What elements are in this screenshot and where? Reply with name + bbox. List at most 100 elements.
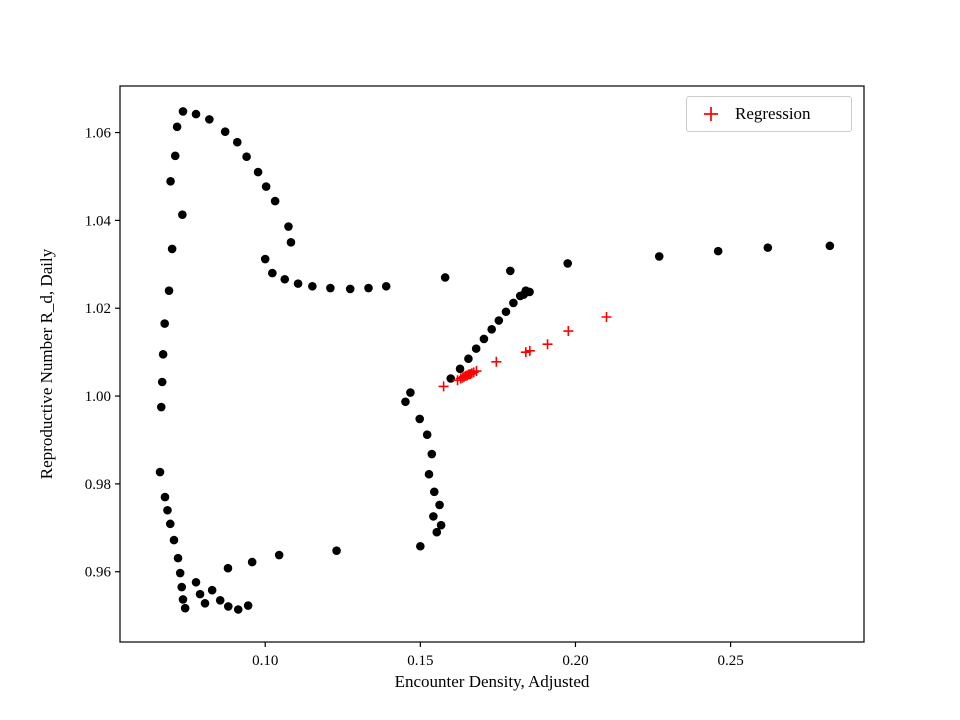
- y-tick-label: 1.04: [85, 213, 112, 229]
- data-point: [284, 222, 293, 231]
- data-point: [268, 268, 277, 278]
- data-point: [191, 577, 201, 587]
- data-point: [178, 107, 188, 116]
- data-point: [563, 259, 573, 268]
- data-point: [163, 505, 172, 515]
- legend-entry-regression: Regression: [735, 104, 811, 123]
- data-point: [416, 541, 425, 551]
- data-point: [242, 152, 251, 162]
- data-point: [172, 122, 182, 132]
- data-point: [167, 244, 177, 254]
- data-point: [158, 350, 168, 359]
- data-point: [286, 238, 296, 247]
- data-point: [464, 354, 473, 364]
- data-point: [223, 563, 233, 573]
- regression-point: [542, 339, 553, 350]
- y-tick-label: 0.96: [85, 565, 112, 581]
- data-point: [435, 500, 444, 510]
- data-point: [501, 307, 511, 317]
- data-point: [205, 115, 214, 124]
- data-point: [345, 284, 355, 294]
- data-point: [200, 599, 210, 608]
- data-point: [381, 281, 391, 291]
- data-point: [247, 557, 257, 567]
- data-point: [215, 595, 225, 605]
- data-point: [177, 582, 187, 592]
- data-point: [422, 430, 432, 440]
- y-tick-label: 1.02: [85, 301, 111, 317]
- data-point: [654, 252, 664, 261]
- data-point: [364, 283, 373, 293]
- regression-point: [491, 356, 502, 367]
- data-point: [487, 325, 496, 334]
- data-point: [220, 127, 230, 136]
- data-point: [713, 246, 723, 256]
- data-point: [479, 334, 489, 344]
- data-point: [233, 605, 243, 614]
- data-point: [260, 254, 270, 264]
- data-point: [429, 487, 439, 497]
- data-point: [440, 273, 450, 282]
- data-point: [293, 279, 303, 288]
- data-point: [494, 316, 504, 325]
- regression-point: [471, 366, 482, 377]
- data-point: [471, 344, 481, 353]
- data-point: [173, 553, 183, 563]
- x-axis-label: Encounter Density, Adjusted: [394, 672, 590, 691]
- data-point: [446, 374, 456, 383]
- y-tick-label: 0.98: [85, 477, 111, 493]
- x-tick-label: 0.25: [717, 653, 743, 669]
- regression-plus-icon: [704, 107, 718, 121]
- data-point: [191, 109, 201, 119]
- regression-point: [466, 368, 477, 379]
- data-point: [156, 402, 166, 412]
- data-point: [170, 151, 180, 161]
- data-point: [326, 283, 335, 293]
- data-point: [432, 527, 442, 537]
- data-point: [519, 290, 528, 299]
- x-tick-label: 0.20: [562, 653, 588, 669]
- y-axis-label: Reproductive Number R_d, Daily: [37, 248, 56, 480]
- regression-point: [601, 312, 612, 323]
- data-point: [332, 546, 341, 555]
- data-point: [164, 286, 174, 295]
- x-tick-label: 0.10: [252, 653, 278, 669]
- data-point: [427, 449, 437, 459]
- data-point: [180, 603, 190, 613]
- data-point: [825, 241, 835, 251]
- data-point: [280, 274, 290, 284]
- data-point: [207, 585, 217, 595]
- data-point: [155, 467, 165, 477]
- data-point: [455, 364, 465, 374]
- data-point: [165, 519, 175, 529]
- data-point: [424, 469, 434, 479]
- data-point: [253, 167, 263, 177]
- data-point: [178, 595, 188, 604]
- y-tick-label: 1.00: [85, 389, 111, 405]
- data-point: [160, 319, 169, 328]
- data-point: [415, 414, 425, 424]
- y-tick-label: 1.06: [85, 126, 112, 142]
- regression-point: [524, 345, 535, 356]
- data-point: [270, 196, 280, 206]
- data-point: [436, 520, 446, 530]
- data-point: [166, 177, 175, 186]
- data-point: [509, 298, 518, 308]
- axes-box: [119, 85, 865, 643]
- data-point: [308, 281, 317, 291]
- data-point: [401, 397, 410, 407]
- legend: Regression: [686, 96, 852, 132]
- data-point: [429, 512, 438, 521]
- data-point: [763, 243, 773, 252]
- regression-point: [563, 326, 574, 337]
- data-point: [243, 601, 253, 610]
- data-point: [175, 568, 185, 578]
- data-point: [406, 388, 415, 397]
- data-point: [223, 602, 233, 611]
- data-point: [232, 137, 242, 147]
- data-point: [195, 589, 205, 599]
- data-point: [506, 266, 515, 276]
- regression-point: [438, 381, 449, 392]
